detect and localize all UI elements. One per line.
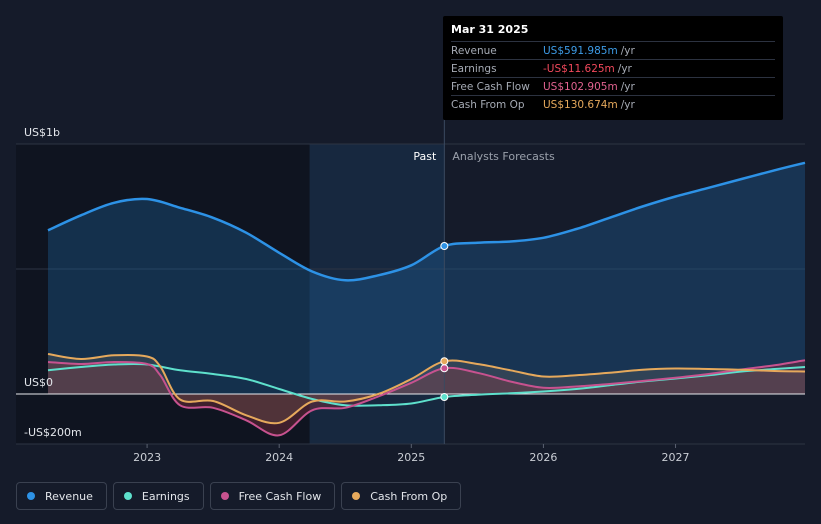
past-label: Past: [413, 150, 437, 163]
x-tick-2024: 2024: [265, 451, 293, 464]
cash-from-op-point[interactable]: [440, 357, 449, 366]
data-tooltip: Mar 31 2025 Revenue US$591.985m /yr Earn…: [443, 16, 783, 120]
tooltip-unit: /yr: [617, 62, 632, 75]
tooltip-label: Free Cash Flow: [451, 80, 530, 93]
legend-dot-icon: [123, 492, 132, 500]
y-label-top: US$1b: [24, 126, 60, 139]
legend-label: Revenue: [45, 489, 93, 503]
x-tick-2027: 2027: [662, 451, 690, 464]
revenue-point[interactable]: [440, 242, 449, 250]
legend-revenue[interactable]: Revenue: [16, 482, 107, 510]
tooltip-unit: /yr: [620, 80, 635, 93]
legend-dot-icon: [220, 492, 229, 500]
x-tick-2025: 2025: [397, 451, 425, 464]
legend-cash-from-op[interactable]: Cash From Op: [341, 482, 462, 510]
x-tick-2026: 2026: [529, 451, 557, 464]
tooltip-label: Cash From Op: [451, 98, 525, 111]
tooltip-label: Revenue: [451, 44, 497, 57]
tooltip-row-cash-from-op: Cash From Op US$130.674m /yr: [451, 95, 775, 113]
tooltip-date: Mar 31 2025: [451, 23, 529, 36]
tooltip-value: -US$11.625m: [543, 62, 615, 75]
tooltip-unit: /yr: [620, 44, 635, 57]
tooltip-unit: /yr: [620, 98, 635, 111]
y-label-zero: US$0: [24, 376, 53, 389]
revenue-line: [47, 161, 806, 282]
tooltip-row-earnings: Earnings -US$11.625m /yr: [451, 59, 775, 77]
earnings-point[interactable]: [440, 393, 449, 401]
legend-label: Earnings: [141, 489, 190, 503]
legend-dot-icon: [352, 492, 361, 500]
tooltip-label: Earnings: [451, 62, 497, 75]
legend-dot-icon: [27, 492, 35, 500]
tooltip-value: US$591.985m: [543, 44, 618, 57]
free-cash-flow-line: [47, 359, 806, 437]
tooltip-value: US$102.905m: [543, 80, 618, 93]
legend-free-cash-flow[interactable]: Free Cash Flow: [209, 482, 336, 510]
legend-label: Free Cash Flow: [238, 489, 322, 503]
tooltip-row-free-cash-flow: Free Cash Flow US$102.905m /yr: [451, 77, 775, 95]
tooltip-value: US$130.674m: [543, 98, 618, 111]
legend-earnings[interactable]: Earnings: [112, 482, 204, 510]
y-label-bottom: -US$200m: [24, 426, 82, 439]
legend-label: Cash From Op: [370, 489, 448, 503]
revenue-area: [48, 162, 805, 394]
cash-from-op-area: [48, 354, 805, 424]
forecast-label: Analysts Forecasts: [452, 150, 555, 163]
free-cash-flow-point[interactable]: [440, 364, 449, 373]
x-tick-2023: 2023: [133, 451, 161, 464]
cash-from-op-line: [47, 353, 806, 425]
tooltip-row-revenue: Revenue US$591.985m /yr: [451, 41, 775, 59]
legend: Revenue Earnings Free Cash Flow Cash Fro…: [16, 482, 462, 510]
